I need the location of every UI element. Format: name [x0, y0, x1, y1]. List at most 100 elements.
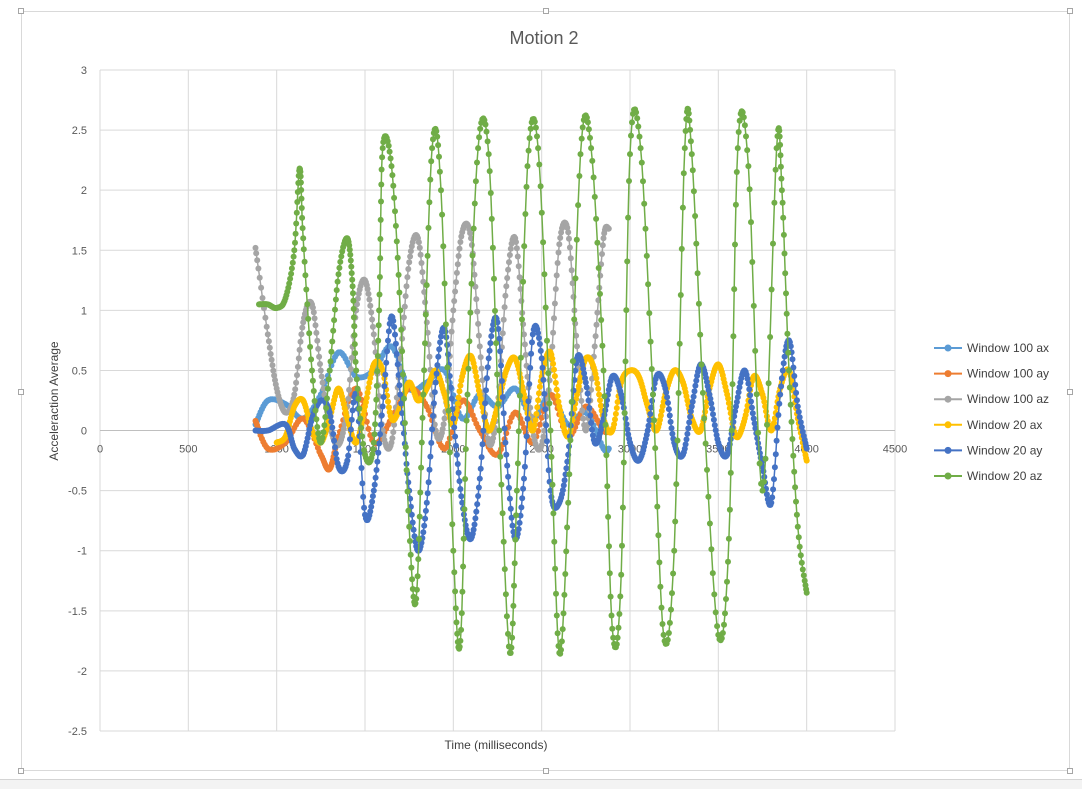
data-point [585, 397, 592, 404]
data-point [429, 145, 436, 152]
data-point [309, 367, 315, 374]
data-point [397, 307, 404, 314]
data-point [762, 403, 769, 410]
legend-item: Window 100 ax [934, 341, 1049, 355]
data-point [691, 388, 698, 395]
data-point [539, 438, 546, 445]
data-point [685, 425, 692, 432]
data-point [793, 498, 799, 505]
data-point [559, 626, 566, 633]
data-point [348, 354, 355, 361]
data-point [794, 523, 801, 530]
data-point [568, 267, 575, 274]
data-point [557, 234, 564, 241]
data-point [575, 202, 582, 209]
data-point [558, 646, 564, 653]
chart-title: Motion 2 [509, 28, 578, 48]
data-point [671, 547, 678, 554]
resize-handle-top-left[interactable] [18, 8, 24, 14]
data-point [554, 260, 561, 266]
data-point [589, 375, 595, 382]
data-point [519, 420, 526, 427]
data-point [497, 348, 504, 355]
data-point [446, 449, 453, 456]
data-point [474, 501, 481, 508]
resize-handle-left[interactable] [18, 389, 24, 395]
data-point [467, 309, 474, 316]
data-point [367, 508, 374, 515]
data-point [552, 286, 559, 292]
data-point [268, 356, 275, 363]
data-point [455, 253, 462, 259]
data-point [749, 410, 756, 417]
data-point [291, 247, 298, 254]
data-point [508, 644, 515, 651]
data-point [781, 353, 788, 360]
data-point [504, 462, 511, 469]
data-point [472, 515, 479, 522]
data-point [515, 263, 522, 270]
data-point [553, 612, 560, 619]
data-point [470, 526, 477, 533]
data-point [655, 532, 662, 539]
data-point [753, 391, 760, 398]
data-point [392, 222, 399, 229]
data-point [399, 410, 406, 417]
data-point [541, 390, 548, 397]
resize-handle-top[interactable] [543, 8, 549, 14]
data-point [359, 433, 366, 440]
data-point [344, 457, 351, 464]
data-point [711, 422, 718, 429]
data-point [648, 404, 655, 411]
data-point [516, 519, 523, 526]
data-point [555, 398, 562, 405]
data-point [740, 114, 747, 121]
data-point [785, 349, 792, 356]
data-point [779, 367, 786, 374]
resize-handle-top-right[interactable] [1067, 8, 1073, 14]
data-point [287, 275, 294, 282]
data-point [749, 259, 756, 265]
data-point [553, 272, 560, 279]
data-point [392, 340, 399, 347]
data-point [756, 460, 763, 467]
data-point [340, 425, 347, 432]
resize-handle-bottom-right[interactable] [1067, 768, 1073, 774]
data-point [463, 417, 470, 424]
data-point [554, 630, 561, 637]
resize-handle-bottom-left[interactable] [18, 768, 24, 774]
data-point [374, 458, 381, 465]
data-point [725, 395, 732, 402]
data-point [534, 404, 541, 411]
data-point [488, 215, 495, 222]
data-point [733, 403, 739, 410]
data-point [318, 373, 325, 380]
data-point [440, 243, 447, 250]
data-point [606, 543, 612, 550]
data-point [698, 361, 705, 368]
data-point [565, 499, 572, 506]
data-point [349, 283, 356, 290]
data-point [456, 478, 463, 485]
resize-handle-right[interactable] [1067, 389, 1073, 395]
data-point [396, 289, 403, 296]
data-point [489, 326, 496, 333]
data-point [566, 235, 572, 242]
data-point [539, 364, 546, 371]
data-point [310, 388, 317, 394]
data-point [619, 395, 625, 402]
data-point [300, 246, 307, 253]
y-axis-title: Acceleraction Average [47, 341, 61, 461]
data-point [521, 341, 528, 348]
data-point [566, 471, 573, 478]
data-point [782, 270, 789, 277]
y-tick-label: 2.5 [72, 125, 87, 137]
data-point [369, 316, 376, 323]
data-point [369, 323, 376, 330]
data-point [697, 331, 704, 338]
resize-handle-bottom[interactable] [543, 768, 549, 774]
data-point [407, 253, 414, 260]
data-point [501, 425, 508, 432]
data-point [407, 248, 414, 255]
data-point [477, 125, 484, 132]
